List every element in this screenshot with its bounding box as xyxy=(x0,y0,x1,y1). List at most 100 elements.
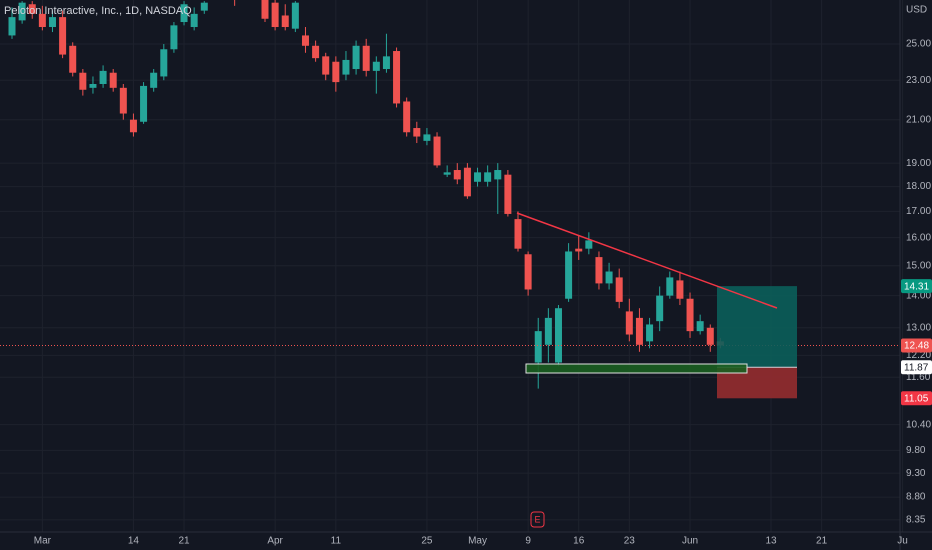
candle-body xyxy=(140,85,148,122)
candle-body xyxy=(8,17,16,36)
y-tick-label: 18.00 xyxy=(906,181,931,192)
candle-body xyxy=(403,101,411,133)
x-tick-label: 16 xyxy=(573,536,585,547)
candle-body xyxy=(453,170,461,180)
candle-body xyxy=(180,4,188,23)
last-price-label: 12.48 xyxy=(904,341,929,352)
drawings xyxy=(516,212,778,374)
last-price-label-bg xyxy=(901,338,932,353)
candle-body xyxy=(605,271,613,284)
candle-body xyxy=(190,13,198,28)
candle-body xyxy=(524,254,532,290)
x-tick-label: 21 xyxy=(816,536,828,547)
candle-body xyxy=(28,4,36,14)
stop-price-label-bg xyxy=(901,391,932,406)
candle-body xyxy=(261,0,269,19)
candle-body xyxy=(362,45,370,71)
candle-body xyxy=(69,45,77,73)
candle-body xyxy=(423,134,431,141)
candle-body xyxy=(544,317,552,345)
x-tick-label: May xyxy=(468,536,487,547)
x-tick-label: Ju xyxy=(897,536,908,547)
candle-body xyxy=(170,25,178,50)
x-tick-label: 21 xyxy=(178,536,190,547)
candle-body xyxy=(18,2,26,21)
entry-price-label-bg xyxy=(901,360,932,375)
candle-body xyxy=(565,251,573,299)
y-tick-label: 17.00 xyxy=(906,206,931,217)
candle-body xyxy=(301,35,309,46)
candle-body xyxy=(646,324,654,342)
candle-body xyxy=(200,2,208,11)
candle-body xyxy=(656,295,664,322)
candle-body xyxy=(463,167,471,197)
candle-body xyxy=(312,45,320,59)
candle-body xyxy=(676,280,684,299)
candle-body xyxy=(575,248,583,252)
candle-body xyxy=(352,45,360,70)
candle-body xyxy=(160,49,168,77)
candle-body xyxy=(89,84,97,88)
candle-body xyxy=(382,56,390,70)
x-tick-label: Jun xyxy=(682,536,698,547)
stop-price-label: 11.05 xyxy=(904,393,929,404)
candle-body xyxy=(494,170,502,180)
candle-body xyxy=(514,219,522,249)
y-tick-label: 15.00 xyxy=(906,260,931,271)
candle-body xyxy=(504,174,512,214)
x-tick-label: 11 xyxy=(331,536,342,547)
candle-body xyxy=(484,172,492,182)
trendline[interactable] xyxy=(516,212,778,309)
candle-body xyxy=(291,2,299,29)
target-price-label: 14.31 xyxy=(904,281,929,292)
x-tick-label: 14 xyxy=(128,536,140,547)
candle-body xyxy=(433,136,441,166)
y-tick-label: 8.35 xyxy=(906,515,926,526)
candle-body xyxy=(625,311,633,335)
support-zone[interactable] xyxy=(525,363,748,374)
target-price-label-bg xyxy=(901,279,932,294)
candle-body xyxy=(666,277,674,296)
candle-body xyxy=(281,15,289,28)
candle-body xyxy=(150,72,158,88)
candle-body xyxy=(129,119,137,133)
x-tick-label: Mar xyxy=(34,536,52,547)
candle-body xyxy=(534,331,542,363)
candle-body xyxy=(635,317,643,345)
candle-body xyxy=(332,61,340,83)
candle-body xyxy=(342,59,350,75)
y-tick-label: 14.00 xyxy=(906,290,931,301)
x-tick-label: 25 xyxy=(421,536,433,547)
candle-body xyxy=(59,17,67,55)
candle-body xyxy=(595,257,603,284)
y-tick-label: 25.00 xyxy=(906,39,931,50)
candle-body xyxy=(474,172,482,182)
y-tick-label: 23.00 xyxy=(906,75,931,86)
candle-body xyxy=(271,2,279,28)
x-tick-label: 13 xyxy=(765,536,777,547)
candle-body xyxy=(413,128,421,137)
candle-body xyxy=(372,61,380,71)
x-tick-label: 23 xyxy=(624,536,636,547)
y-tick-label: 16.00 xyxy=(906,232,931,243)
candle-body xyxy=(48,17,56,28)
y-tick-label: 21.00 xyxy=(906,114,931,125)
earnings-icon[interactable] xyxy=(530,511,545,528)
y-tick-label: 12.20 xyxy=(906,350,931,361)
y-tick-label: 13.00 xyxy=(906,322,931,333)
candle-body xyxy=(554,308,562,363)
earnings-marker[interactable]: E xyxy=(534,514,540,524)
candle-body xyxy=(696,321,704,332)
candle-body xyxy=(443,172,451,175)
candle-body xyxy=(119,87,127,114)
candle-body xyxy=(38,13,46,28)
x-tick-label: 9 xyxy=(525,536,531,547)
candle-body xyxy=(585,240,593,249)
candle-body xyxy=(79,72,87,90)
y-tick-label: 8.80 xyxy=(906,492,926,503)
x-tick-label: Apr xyxy=(267,536,283,547)
y-tick-label: 19.00 xyxy=(906,158,931,169)
currency-label: USD xyxy=(906,5,927,16)
